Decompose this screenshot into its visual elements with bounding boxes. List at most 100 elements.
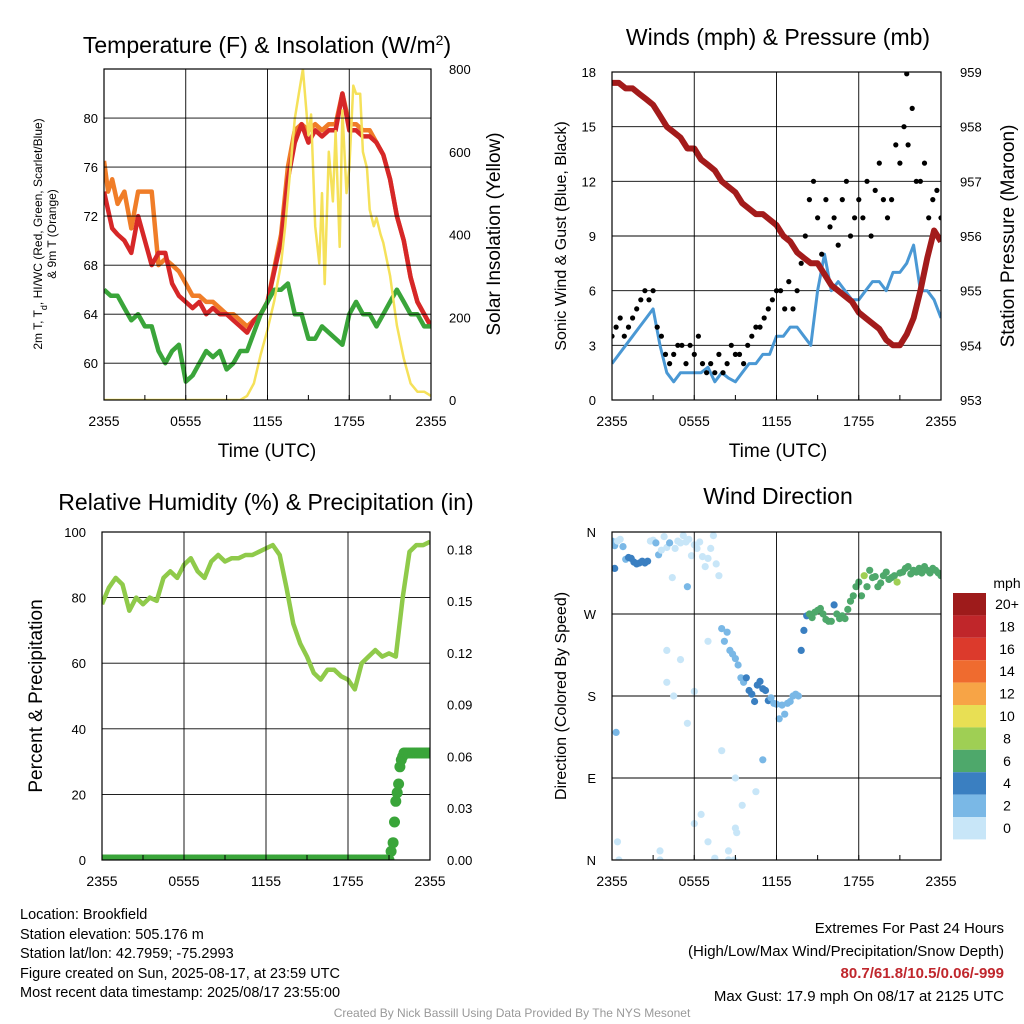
series-line-solar-insolation bbox=[104, 69, 431, 400]
gust-point bbox=[695, 333, 702, 339]
direction-point bbox=[752, 788, 760, 796]
direction-point bbox=[819, 610, 827, 618]
direction-point bbox=[660, 533, 668, 541]
direction-point bbox=[697, 810, 705, 819]
gust-point bbox=[778, 288, 784, 294]
gust-point bbox=[712, 370, 718, 376]
extremes-values: 80.7/61.8/10.5/0.06/-999 bbox=[840, 965, 1004, 982]
rh-ytick-label: 60 bbox=[72, 656, 86, 671]
gust-point bbox=[901, 124, 907, 130]
gust-point bbox=[765, 306, 771, 312]
direction-point bbox=[731, 655, 740, 663]
credit-line: Created By Nick Bassill Using Data Provi… bbox=[333, 1006, 691, 1020]
direction-point bbox=[759, 756, 767, 764]
pressure-ytick-label: 953 bbox=[960, 393, 982, 408]
direction-point bbox=[794, 692, 803, 700]
direction-point bbox=[756, 677, 764, 686]
station-elevation: Station elevation: 505.176 m bbox=[20, 926, 204, 943]
wind-xlabel: Time (UTC) bbox=[729, 441, 828, 462]
recent-data-timestamp: Most recent data timestamp: 2025/08/17 2… bbox=[20, 985, 341, 1002]
direction-point bbox=[698, 553, 707, 561]
gust-point bbox=[617, 315, 623, 321]
gust-point bbox=[728, 342, 734, 348]
gust-point bbox=[704, 370, 710, 376]
gust-point bbox=[761, 315, 767, 321]
gust-point bbox=[630, 315, 636, 321]
direction-point bbox=[718, 625, 726, 633]
gust-point bbox=[827, 224, 833, 230]
gust-point bbox=[716, 351, 722, 357]
figure-created: Figure created on Sun, 2025-08-17, at 23… bbox=[20, 965, 340, 982]
gust-point bbox=[667, 361, 673, 367]
gust-point bbox=[782, 306, 788, 312]
rh-ytick-label: 20 bbox=[72, 787, 86, 802]
legend-label: 18 bbox=[999, 618, 1015, 634]
direction-point bbox=[619, 543, 627, 551]
direction-point bbox=[704, 554, 712, 563]
solar-ytick-label: 600 bbox=[449, 145, 471, 160]
direction-point bbox=[937, 572, 941, 580]
direction-point bbox=[670, 692, 678, 700]
direction-point bbox=[724, 847, 733, 855]
temp-ytick-label: 80 bbox=[84, 111, 98, 126]
direction-point bbox=[893, 578, 901, 586]
solar-ytick-label: 200 bbox=[449, 310, 471, 325]
direction-point bbox=[683, 583, 692, 591]
gust-point bbox=[880, 197, 887, 203]
direction-point bbox=[723, 628, 731, 636]
direction-point bbox=[786, 697, 794, 706]
wind-xtick-label: 1155 bbox=[761, 413, 791, 429]
rh-xtick-label: 2355 bbox=[414, 873, 445, 889]
legend-label: 4 bbox=[1003, 775, 1011, 791]
direction-point bbox=[683, 719, 692, 727]
gust-point bbox=[893, 142, 899, 148]
gust-point bbox=[917, 178, 924, 184]
gust-point bbox=[864, 178, 870, 184]
legend-swatch bbox=[953, 727, 986, 750]
direction-point bbox=[718, 747, 726, 755]
dir-xtick-label: 1755 bbox=[843, 873, 874, 889]
wind-ylabel: Sonic Wind & Gust (Blue, Black) bbox=[553, 121, 570, 350]
direction-point bbox=[797, 646, 805, 655]
dir-chart-title: Wind Direction bbox=[703, 483, 853, 509]
direction-point bbox=[679, 532, 687, 540]
direction-point bbox=[734, 661, 742, 669]
legend-title: mph bbox=[993, 575, 1020, 591]
wind-ytick-label: 9 bbox=[589, 229, 596, 244]
wind-frame bbox=[611, 71, 942, 401]
direction-point bbox=[656, 856, 664, 860]
gust-point bbox=[745, 342, 751, 348]
precip-point bbox=[390, 795, 402, 807]
rh-xtick-label: 0555 bbox=[168, 873, 199, 889]
legend-label: 6 bbox=[1003, 753, 1011, 769]
gust-point bbox=[934, 187, 940, 193]
pressure-ytick-label: 956 bbox=[960, 229, 982, 244]
direction-point bbox=[652, 539, 660, 547]
gust-point bbox=[872, 187, 878, 193]
legend-swatch bbox=[953, 682, 986, 705]
gust-point bbox=[852, 215, 858, 221]
gust-point bbox=[876, 160, 882, 166]
direction-point bbox=[707, 544, 715, 553]
gust-point bbox=[753, 324, 759, 330]
direction-point bbox=[676, 656, 685, 664]
direction-point bbox=[616, 535, 624, 543]
gust-point bbox=[720, 370, 726, 376]
gust-point bbox=[634, 306, 640, 312]
rh-ytick-label: 80 bbox=[72, 591, 86, 606]
legend-label: 14 bbox=[999, 663, 1015, 679]
wind-ytick-label: 12 bbox=[582, 174, 596, 189]
gust-point bbox=[613, 324, 619, 330]
rh-ytick-label: 0 bbox=[79, 853, 86, 868]
rh-xtick-label: 1755 bbox=[332, 873, 363, 889]
temp-xtick-label: 2355 bbox=[88, 413, 119, 429]
gust-point bbox=[732, 351, 739, 357]
precip-point bbox=[393, 778, 405, 790]
gust-point bbox=[926, 215, 932, 221]
direction-point bbox=[808, 614, 816, 622]
extremes-subheading: (High/Low/Max Wind/Precipitation/Snow De… bbox=[688, 942, 1004, 960]
direction-point bbox=[918, 569, 926, 577]
direction-point bbox=[704, 838, 712, 846]
precip-ytick-label: 0.09 bbox=[447, 698, 472, 713]
gust-point bbox=[662, 351, 669, 357]
